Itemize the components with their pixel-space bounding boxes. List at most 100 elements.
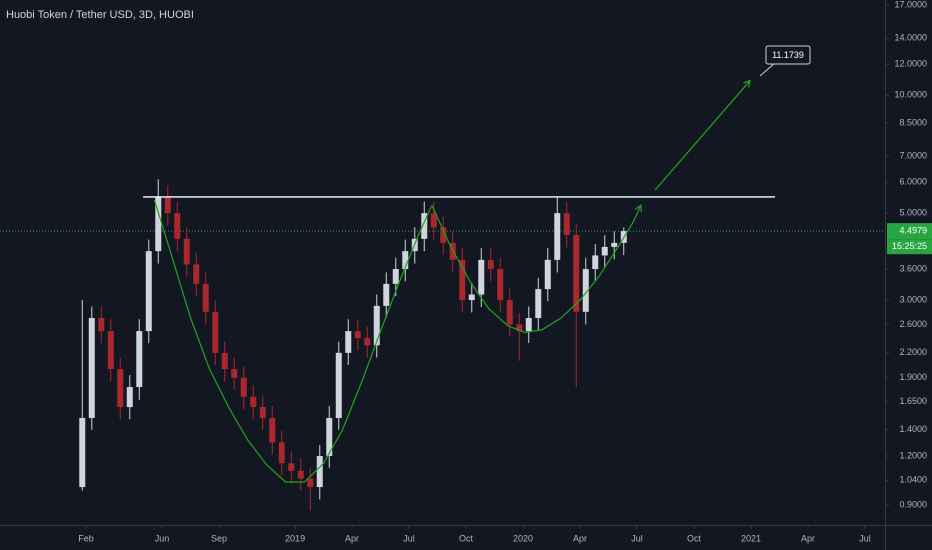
candle-body — [535, 289, 542, 319]
candle-body — [506, 300, 513, 325]
candle-body — [174, 213, 181, 239]
candle-body — [345, 331, 352, 353]
candle-body — [468, 294, 475, 301]
cup-curve — [431, 204, 642, 334]
candle-body — [611, 242, 618, 247]
candle-body — [383, 283, 390, 306]
countdown-label: 15:25:25 — [892, 241, 927, 251]
curve-arrowhead — [634, 204, 642, 213]
y-tick-label: 14.0000 — [894, 32, 927, 42]
y-tick-label: 10.0000 — [894, 90, 927, 100]
projection-arrow — [654, 80, 751, 191]
x-tick-label: Jul — [859, 533, 871, 543]
candle-body — [250, 396, 257, 408]
y-tick-label: 6.0000 — [899, 177, 927, 187]
x-tick-label: 2019 — [285, 533, 305, 543]
candle-body — [592, 255, 599, 270]
last-price-tag — [887, 223, 932, 240]
x-tick-label: Jul — [403, 533, 415, 543]
y-tick-label: 1.4000 — [899, 424, 927, 434]
y-tick-label: 7.0000 — [899, 150, 927, 160]
candle-body — [183, 238, 190, 265]
candle-body — [525, 318, 532, 332]
candle-body — [487, 259, 494, 270]
y-tick-label: 2.2000 — [899, 347, 927, 357]
y-tick-label: 1.2000 — [899, 450, 927, 460]
y-tick-label: 1.0400 — [899, 475, 927, 485]
candle-body — [459, 259, 466, 301]
candle-body — [497, 269, 504, 301]
x-tick-label: Apr — [573, 533, 587, 543]
candle-body — [221, 352, 228, 370]
x-tick-label: Feb — [78, 533, 94, 543]
candle-body — [316, 456, 323, 488]
candle-body — [117, 369, 124, 408]
candle-body — [107, 331, 114, 370]
candle-body — [155, 196, 162, 252]
countdown-tag — [887, 239, 932, 255]
candle-body — [326, 418, 333, 457]
x-tick-label: Sep — [211, 533, 227, 543]
x-tick-label: Apr — [801, 533, 815, 543]
candle-body — [421, 213, 428, 239]
x-tick-label: Jun — [155, 533, 170, 543]
candle-body — [98, 318, 105, 332]
y-tick-label: 2.6000 — [899, 319, 927, 329]
chart-title: Huobi Token / Tether USD, 3D, HUOBI — [6, 9, 194, 21]
plot-area: 11.1739 — [0, 45, 885, 511]
cup-curve — [153, 199, 433, 483]
candle-body — [164, 196, 171, 214]
candle-body — [544, 259, 551, 290]
candle-body — [79, 418, 86, 488]
candle-body — [554, 213, 561, 260]
callout-pointer — [759, 62, 776, 77]
callout-box — [765, 45, 811, 65]
x-tick-label: Jul — [631, 533, 643, 543]
y-tick-label: 12.0000 — [894, 59, 927, 69]
candle-body — [373, 305, 380, 346]
y-tick-label: 1.6500 — [899, 396, 927, 406]
x-tick-label: 2021 — [741, 533, 761, 543]
candle-body — [88, 318, 95, 419]
candle-body — [297, 470, 304, 479]
y-tick-label: 3.6000 — [899, 263, 927, 273]
last-price-label: 4.4979 — [899, 226, 927, 236]
candle-body — [269, 418, 276, 443]
x-tick-label: Oct — [459, 533, 474, 543]
candle-body — [145, 251, 152, 332]
candle-body — [364, 338, 371, 346]
candle-body — [240, 377, 247, 397]
x-tick-label: 2020 — [513, 533, 533, 543]
candle-body — [212, 311, 219, 353]
candle-body — [193, 264, 200, 284]
y-tick-label: 1.9000 — [899, 372, 927, 382]
y-tick-label: 3.0000 — [899, 294, 927, 304]
candle-body — [402, 251, 409, 270]
candle-body — [478, 259, 485, 295]
candle-body — [278, 442, 285, 464]
candle-body — [573, 234, 580, 312]
y-tick-label: 17.0000 — [894, 0, 927, 9]
candle-body — [136, 331, 143, 388]
candle-body — [202, 283, 209, 312]
x-tick-label: Apr — [345, 533, 359, 543]
candle-body — [601, 246, 608, 256]
candle-body — [126, 387, 133, 408]
candle-body — [563, 213, 570, 235]
candle-body — [582, 269, 589, 312]
candle-body — [231, 369, 238, 378]
y-tick-label: 0.9000 — [899, 499, 927, 509]
projection-arrowhead — [743, 79, 751, 88]
candle-body — [288, 463, 295, 471]
candle-body — [335, 352, 342, 419]
candle-body — [440, 227, 447, 243]
candle-body — [516, 324, 523, 332]
candle-body — [392, 269, 399, 284]
candle-body — [430, 213, 437, 228]
candle-body — [307, 478, 314, 488]
candle-body — [354, 331, 361, 339]
callout-label: 11.1739 — [772, 50, 804, 60]
x-tick-label: Oct — [687, 533, 702, 543]
